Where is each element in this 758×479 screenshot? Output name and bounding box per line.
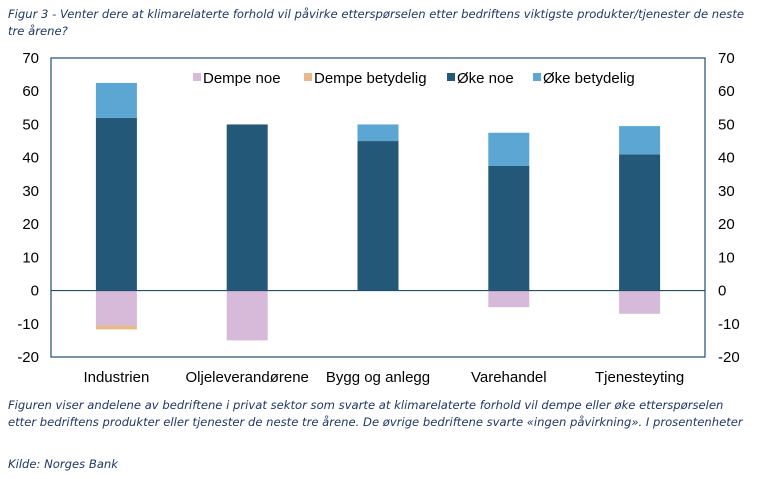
y-tick-label-right: 10: [718, 249, 735, 266]
y-tick-label-right: -20: [718, 349, 740, 366]
legend-swatch: [304, 73, 312, 81]
x-tick-label: Oljeleverandørene: [185, 369, 308, 386]
figure-footnote: Figuren viser andelene av bedriftene i p…: [8, 398, 743, 429]
y-tick-label-right: 60: [718, 83, 735, 100]
bar-øke-betydelig: [619, 126, 661, 155]
y-tick-label-left: 10: [22, 249, 39, 266]
x-tick-label: Varehandel: [471, 369, 547, 386]
bar-øke-noe: [95, 117, 137, 291]
bar-øke-betydelig: [357, 124, 399, 142]
bar-øke-noe: [488, 165, 530, 291]
legend-swatch: [193, 73, 201, 81]
bar-øke-betydelig: [488, 132, 530, 166]
y-tick-label-right: 70: [718, 50, 735, 67]
y-tick-label-right: 30: [718, 183, 735, 200]
bar-øke-noe: [357, 141, 399, 291]
legend-label: Øke betydelig: [543, 70, 635, 87]
bar-øke-noe: [619, 154, 661, 291]
y-tick-label-right: 50: [718, 116, 735, 133]
y-tick-label-left: 20: [22, 216, 39, 233]
y-tick-label-left: -20: [17, 349, 39, 366]
legend-swatch: [447, 73, 455, 81]
legend-label: Dempe betydelig: [314, 70, 427, 87]
legend-swatch: [533, 73, 541, 81]
y-tick-label-right: -10: [718, 316, 740, 333]
bar-øke-betydelig: [95, 82, 137, 118]
x-tick-label: Bygg og anlegg: [326, 369, 430, 386]
y-tick-label-right: 40: [718, 150, 735, 167]
x-tick-label: Industrien: [83, 369, 149, 386]
bar-dempe-noe: [619, 290, 661, 314]
figure-source: Kilde: Norges Bank: [8, 457, 118, 471]
legend-label: Øke noe: [457, 70, 514, 87]
bar-dempe-betydelig: [95, 325, 137, 330]
bar-dempe-noe: [488, 290, 530, 308]
bar-dempe-noe: [95, 290, 137, 326]
y-tick-label-left: 70: [22, 50, 39, 67]
bar-dempe-noe: [226, 290, 268, 341]
plot-frame: [50, 57, 706, 358]
y-tick-label-left: 50: [22, 116, 39, 133]
y-tick-label-right: 0: [718, 283, 726, 300]
y-tick-label-left: 40: [22, 150, 39, 167]
legend-label: Dempe noe: [203, 70, 281, 87]
y-tick-label-right: 20: [718, 216, 735, 233]
y-tick-label-left: -10: [17, 316, 39, 333]
figure-title: Figur 3 - Venter dere at klimarelaterte …: [8, 7, 744, 38]
x-tick-label: Tjenesteyting: [595, 369, 684, 386]
y-tick-label-left: 60: [22, 83, 39, 100]
bar-øke-noe: [226, 124, 268, 291]
y-tick-label-left: 0: [31, 283, 39, 300]
y-tick-label-left: 30: [22, 183, 39, 200]
